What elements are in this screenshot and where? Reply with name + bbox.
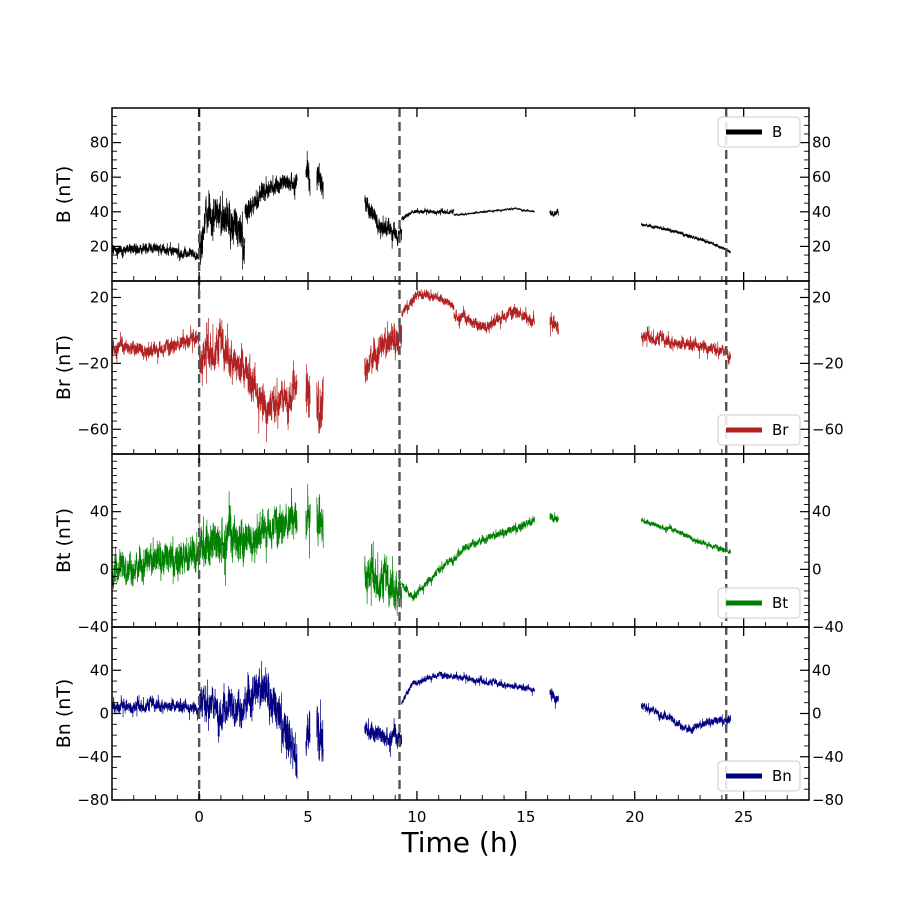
legend-Br: Br xyxy=(717,414,801,446)
ytick-label-left: 20 xyxy=(90,237,109,255)
bt-trace-segment-2 xyxy=(198,491,246,587)
ytick-label-left: 40 xyxy=(90,661,109,679)
axes-layer: 20 20 40 40 60 60 80 80 B (nT) −60 −60 −20 −20 20 20 Br… xyxy=(53,107,844,826)
bn-trace-segment-2 xyxy=(198,679,246,743)
series-Bt xyxy=(112,483,731,616)
ytick-label-left: 0 xyxy=(99,560,109,578)
xtick-label: 15 xyxy=(516,808,535,826)
bt-trace-segment-5 xyxy=(316,493,324,549)
ytick-label-left: 40 xyxy=(90,503,109,521)
legend-B: B xyxy=(717,116,801,148)
b-trace-segment-4 xyxy=(305,150,311,196)
ytick-label-left: 0 xyxy=(99,705,109,723)
b-trace-segment-2 xyxy=(198,190,246,270)
ytick-label-right: 80 xyxy=(812,134,831,152)
bt-trace-segment-6 xyxy=(364,541,403,616)
ytick-label-right: 40 xyxy=(812,503,831,521)
y-axis-label-Br: Br (nT) xyxy=(53,335,75,400)
b-trace-segment-10 xyxy=(640,222,731,254)
bn-trace-segment-6 xyxy=(364,717,403,757)
bn-trace-segment-8 xyxy=(549,688,559,709)
data-layer xyxy=(112,150,731,780)
bt-trace-segment-4 xyxy=(305,483,311,559)
ytick-label-right: 20 xyxy=(812,288,831,306)
xtick-label: 10 xyxy=(407,808,426,826)
br-trace-segment-3 xyxy=(244,353,298,443)
bn-trace-segment-9 xyxy=(640,702,731,735)
bt-trace-segment-7 xyxy=(401,515,535,602)
bt-trace-segment-8 xyxy=(549,512,559,523)
y-axis-label-Bt: Bt (nT) xyxy=(53,508,75,573)
xtick-label: 25 xyxy=(734,808,753,826)
ytick-label-right: −40 xyxy=(812,618,844,636)
ytick-label-right: −40 xyxy=(812,748,844,766)
ytick-label-right: −80 xyxy=(812,791,844,809)
b-trace-segment-7 xyxy=(401,207,455,221)
ytick-label-right: −60 xyxy=(812,420,844,438)
ytick-label-left: 20 xyxy=(90,288,109,306)
ytick-label-left: −40 xyxy=(77,618,109,636)
xtick-label: 20 xyxy=(625,808,644,826)
event-lines xyxy=(197,108,728,800)
ytick-label-left: 80 xyxy=(90,134,109,152)
legend-label: B xyxy=(772,123,782,141)
bn-trace-segment-4 xyxy=(305,710,311,757)
b-trace-segment-1 xyxy=(112,241,200,262)
bt-trace-segment-1 xyxy=(112,531,200,589)
bn-trace-segment-1 xyxy=(112,694,200,721)
bt-trace-segment-3 xyxy=(244,487,298,564)
ytick-label-right: 60 xyxy=(812,168,831,186)
br-trace-segment-4 xyxy=(305,364,311,418)
x-axis-label: Time (h) xyxy=(400,826,518,859)
br-trace-segment-7 xyxy=(401,288,455,317)
b-trace-segment-9 xyxy=(549,208,559,217)
ytick-label-right: 40 xyxy=(812,203,831,221)
ytick-label-left: 40 xyxy=(90,203,109,221)
y-axis-label-Bn: Bn (nT) xyxy=(53,679,75,749)
legends-layer: B Br Bt Bn xyxy=(717,116,801,792)
b-trace-segment-6 xyxy=(364,195,403,249)
br-trace-segment-10 xyxy=(640,325,731,366)
ytick-label-left: −40 xyxy=(77,748,109,766)
b-trace-segment-5 xyxy=(316,162,324,200)
bn-trace-segment-3 xyxy=(244,660,298,780)
ytick-label-right: −20 xyxy=(812,354,844,372)
bn-trace-segment-5 xyxy=(316,699,324,763)
ytick-label-right: 20 xyxy=(812,237,831,255)
ytick-label-left: −20 xyxy=(77,354,109,372)
ytick-label-right: 0 xyxy=(812,560,822,578)
ytick-label-left: −80 xyxy=(77,791,109,809)
legend-label: Br xyxy=(772,421,789,439)
legend-label: Bn xyxy=(772,767,792,785)
ytick-label-right: 0 xyxy=(812,705,822,723)
series-Bn xyxy=(112,660,731,780)
br-trace-segment-9 xyxy=(549,311,559,337)
series-B xyxy=(112,150,731,270)
br-trace-segment-8 xyxy=(453,303,535,334)
y-axis-label-B: B (nT) xyxy=(53,166,75,224)
ytick-label-left: 60 xyxy=(90,168,109,186)
b-trace-segment-8 xyxy=(453,207,535,217)
legend-Bt: Bt xyxy=(717,587,801,619)
br-trace-segment-5 xyxy=(316,376,324,434)
xtick-label: 0 xyxy=(194,808,204,826)
series-Br xyxy=(112,288,731,443)
xtick-label: 5 xyxy=(303,808,313,826)
legend-label: Bt xyxy=(772,594,788,612)
br-trace-segment-2 xyxy=(198,317,246,389)
bn-trace-segment-7 xyxy=(401,671,535,705)
br-trace-segment-1 xyxy=(112,325,200,365)
b-trace-segment-3 xyxy=(244,171,298,224)
legend-Bn: Bn xyxy=(717,760,801,792)
ytick-label-left: −60 xyxy=(77,420,109,438)
ytick-label-right: 40 xyxy=(812,661,831,679)
bt-trace-segment-9 xyxy=(640,517,731,555)
br-trace-segment-6 xyxy=(364,321,403,384)
